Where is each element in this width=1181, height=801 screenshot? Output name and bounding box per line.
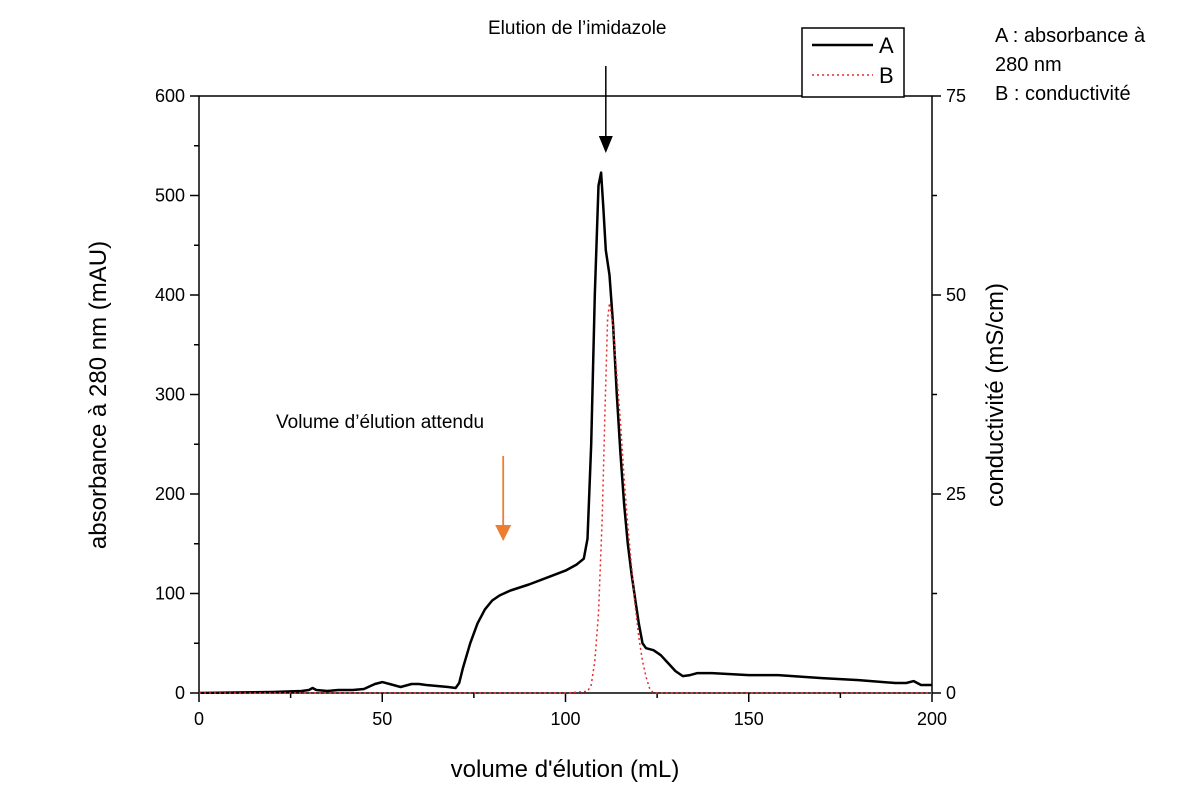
y2-axis-title: conductivité (mS/cm) — [982, 283, 1009, 507]
side-note-line-2: 280 nm — [995, 54, 1062, 76]
annotation-arrows — [495, 66, 613, 541]
side-note-line-1: A : absorbance à — [995, 25, 1146, 47]
y-tick-label: 100 — [155, 584, 185, 604]
y2-tick-label: 0 — [946, 683, 956, 703]
x-axis-title: volume d'élution (mL) — [451, 756, 680, 783]
expected-arrow-head — [495, 525, 512, 541]
legend-label-b: B — [879, 63, 894, 88]
elution-arrow-head — [598, 136, 613, 153]
y-tick-label: 300 — [155, 385, 185, 405]
x-tick-label: 200 — [917, 709, 947, 729]
y-tick-label: 0 — [175, 683, 185, 703]
x-tick-label: 100 — [550, 709, 580, 729]
elution-annotation: Elution de l’imidazole — [488, 18, 667, 39]
data-curves — [199, 171, 932, 694]
axis-ticks: 0 50 100 150 200 0 100 200 300 400 500 600 0 25 50 75 — [155, 86, 966, 729]
expected-volume-annotation: Volume d’élution attendu — [276, 412, 485, 433]
legend: A B — [801, 27, 905, 98]
y-axis-title: absorbance à 280 nm (mAU) — [85, 241, 112, 549]
y2-tick-label: 25 — [946, 484, 966, 504]
x-tick-label: 0 — [194, 709, 204, 729]
series-line-a — [199, 171, 932, 694]
y-tick-label: 200 — [155, 484, 185, 504]
side-note: A : absorbance à 280 nm B : conductivité — [995, 22, 1145, 109]
y-tick-label: 400 — [155, 285, 185, 305]
y-tick-label: 500 — [155, 186, 185, 206]
x-tick-label: 150 — [734, 709, 764, 729]
y2-tick-label: 50 — [946, 285, 966, 305]
y2-tick-label: 75 — [946, 86, 966, 106]
legend-label-a: A — [879, 33, 894, 58]
series-line-b — [199, 302, 932, 694]
side-note-line-3: B : conductivité — [995, 83, 1131, 105]
legend-box — [801, 27, 905, 98]
y-tick-label: 600 — [155, 86, 185, 106]
plot-area-frame — [198, 95, 933, 694]
x-tick-label: 50 — [372, 709, 392, 729]
